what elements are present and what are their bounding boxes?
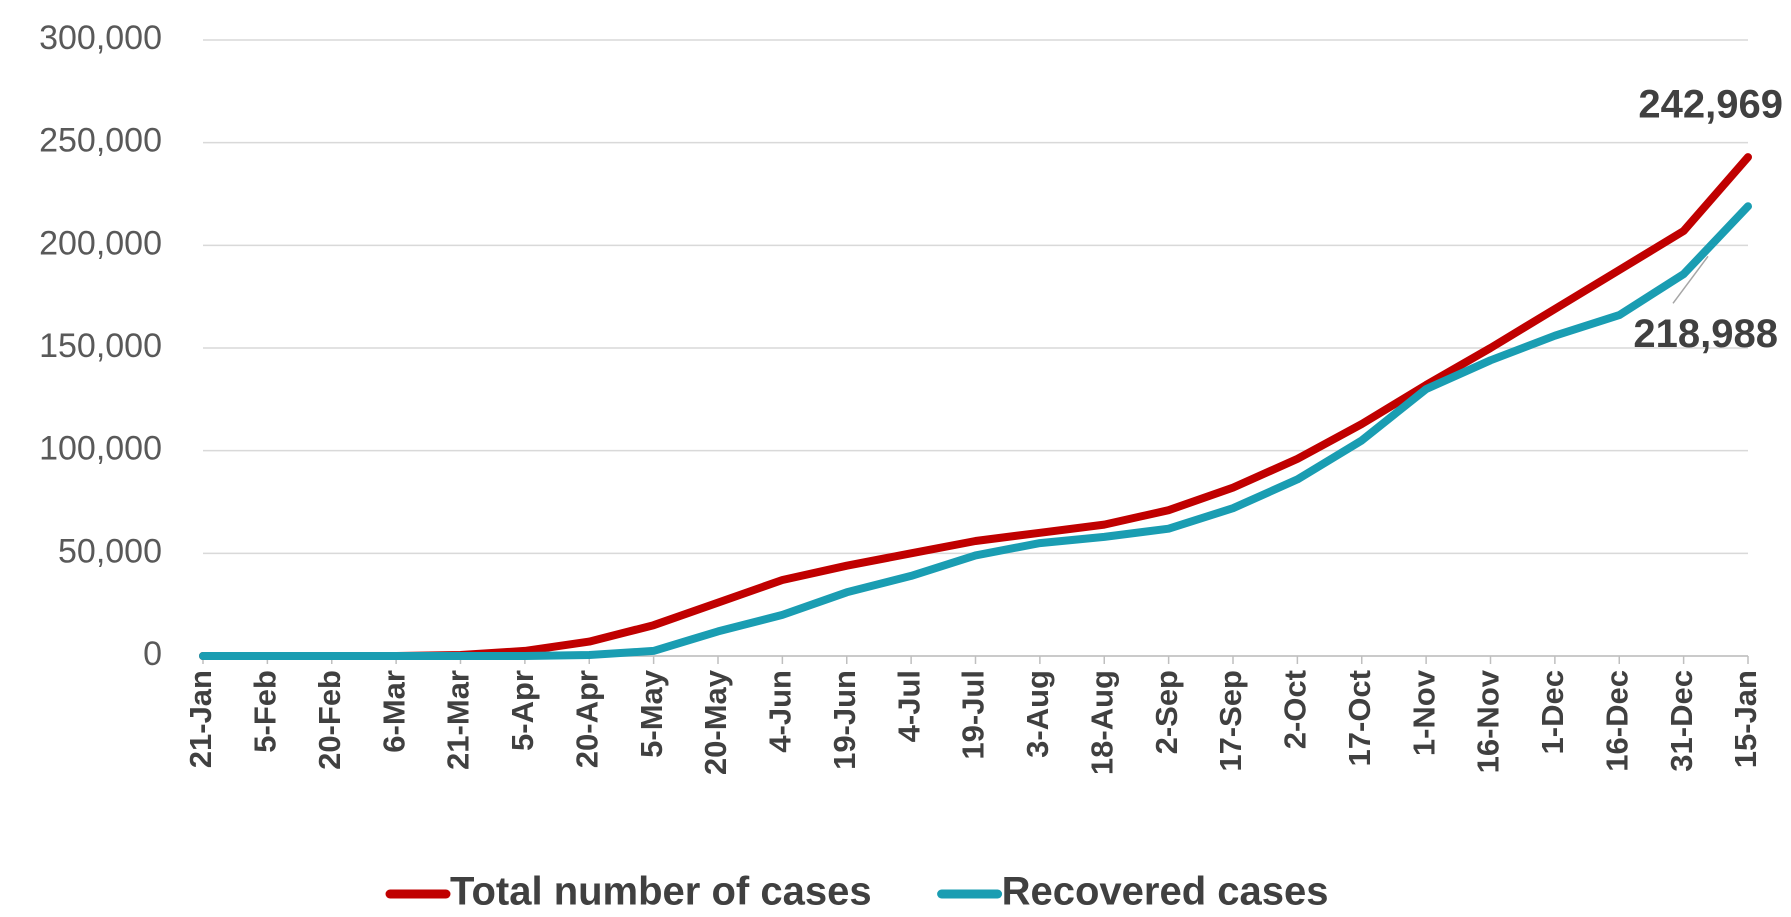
legend-label: Recovered cases: [1002, 870, 1329, 914]
y-tick-label: 100,000: [39, 430, 162, 468]
data-label: 242,969: [1638, 83, 1783, 127]
x-tick-label: 1-Nov: [1406, 669, 1441, 756]
x-tick-label: 6-Mar: [376, 670, 411, 753]
x-tick-label: 4-Jun: [763, 670, 798, 753]
x-tick-label: 5-Apr: [505, 670, 540, 751]
y-tick-label: 300,000: [39, 19, 162, 57]
x-tick-label: 21-Jan: [183, 670, 218, 768]
x-tick-label: 4-Jul: [891, 670, 926, 742]
x-tick-label: 17-Oct: [1342, 670, 1377, 766]
series-line: [199, 153, 1752, 660]
x-tick-label: 2-Oct: [1278, 670, 1313, 749]
x-tick-label: 20-Feb: [312, 670, 347, 770]
y-tick-label: 0: [143, 635, 162, 673]
x-tick-label: 5-Feb: [248, 670, 283, 753]
x-tick-label: 16-Dec: [1599, 670, 1634, 772]
leader-line: [1672, 255, 1709, 304]
x-tick-label: 5-May: [634, 669, 669, 758]
x-tick-label: 19-Jul: [956, 670, 991, 760]
y-tick-label: 50,000: [58, 532, 162, 570]
legend-label: Total number of cases: [450, 870, 872, 914]
x-tick-label: 18-Aug: [1084, 670, 1119, 775]
y-tick-label: 150,000: [39, 327, 162, 365]
x-tick-label: 2-Sep: [1149, 670, 1184, 754]
y-tick-label: 250,000: [39, 122, 162, 160]
x-tick-label: 21-Mar: [441, 670, 476, 770]
series-line: [199, 202, 1752, 660]
y-tick-label: 200,000: [39, 224, 162, 262]
x-tick-label: 16-Nov: [1471, 669, 1506, 773]
x-tick-label: 20-Apr: [569, 670, 604, 768]
x-tick-label: 19-Jun: [827, 670, 862, 770]
x-tick-label: 17-Sep: [1213, 670, 1248, 772]
x-tick-label: 15-Jan: [1728, 670, 1763, 768]
data-label: 218,988: [1633, 312, 1778, 356]
x-tick-label: 3-Aug: [1020, 670, 1055, 758]
x-tick-label: 31-Dec: [1664, 670, 1699, 772]
x-tick-label: 1-Dec: [1535, 670, 1570, 754]
x-tick-label: 20-May: [698, 669, 733, 775]
